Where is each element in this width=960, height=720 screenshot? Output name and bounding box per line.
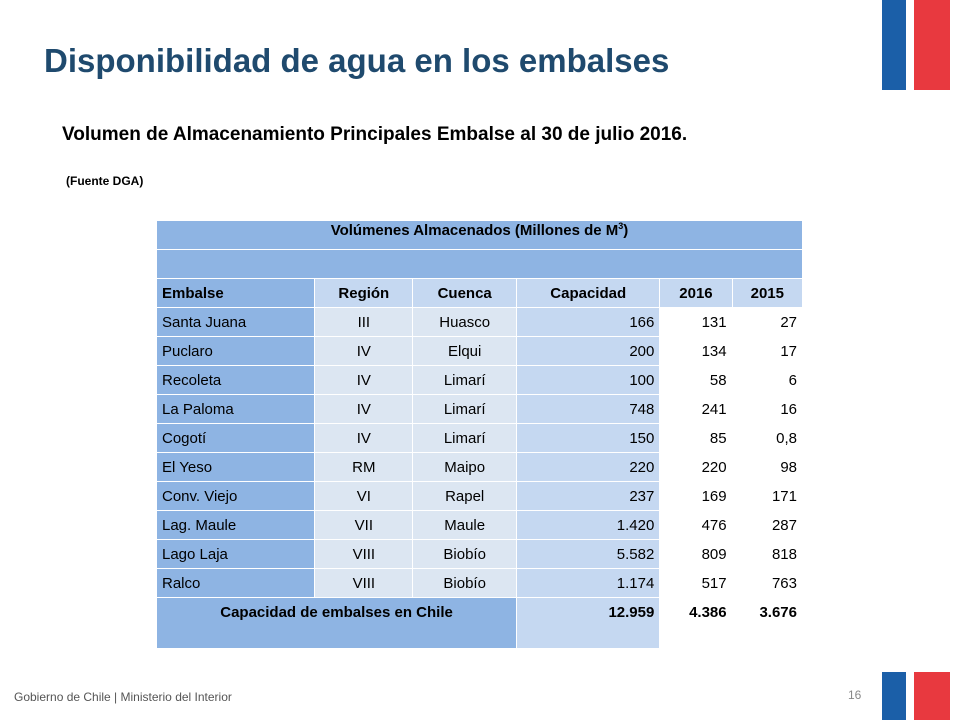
cell-region: VI [314,481,414,511]
table-header-text: Volúmenes Almacenados (Millones de M [330,222,619,239]
table-row: Lago Laja VIII Biobío 5.582 809 818 [155,539,804,569]
cell-embalse: Lag. Maule [155,510,316,540]
cell-cuenca: Maipo [412,452,518,482]
cell-region: IV [314,423,414,453]
col-header-embalse: Embalse [155,278,316,308]
cell-y2015: 17 [731,336,804,366]
total-2016: 4.386 [659,597,733,649]
total-row: Capacidad de embalses en Chile 12.959 4.… [155,597,804,649]
cell-y2015: 287 [731,510,804,540]
cell-cuenca: Limarí [412,423,518,453]
table-subtitle: Volumen de Almacenamiento Principales Em… [62,124,688,145]
cell-embalse: Ralco [155,568,316,598]
table-header-superscript: 3 [618,221,624,231]
col-header-2016: 2016 [659,278,733,308]
cell-y2015: 763 [731,568,804,598]
cell-y2016: 517 [659,568,733,598]
cell-y2015: 27 [731,307,804,337]
cell-embalse: Recoleta [155,365,316,395]
page-title: Disponibilidad de agua en los embalses [44,42,670,79]
cell-cuenca: Huasco [412,307,518,337]
table-row: La Paloma IV Limarí 748 241 16 [155,394,804,424]
cell-cuenca: Limarí [412,365,518,395]
col-header-capacidad: Capacidad [516,278,661,308]
table-header-close: ) [623,222,629,239]
cell-cuenca: Rapel [412,481,518,511]
col-header-2015: 2015 [731,278,804,308]
page-number: 16 [848,688,862,702]
cell-y2015: 6 [731,365,804,395]
cell-y2015: 0,8 [731,423,804,453]
cell-y2016: 220 [659,452,733,482]
cell-y2016: 131 [659,307,733,337]
table-row: Ralco VIII Biobío 1.174 517 763 [155,568,804,598]
table-row: Lag. Maule VII Maule 1.420 476 287 [155,510,804,540]
cell-y2016: 58 [659,365,733,395]
col-header-cuenca: Cuenca [412,278,518,308]
cell-region: IV [314,365,414,395]
table-row: Conv. Viejo VI Rapel 237 169 171 [155,481,804,511]
cell-embalse: Lago Laja [155,539,316,569]
cell-capacidad: 200 [516,336,661,366]
cell-y2015: 818 [731,539,804,569]
chile-flag-stripe-bottom [882,672,950,720]
reservoir-table: Volúmenes Almacenados (Millones de M3) E… [155,220,804,649]
cell-y2016: 241 [659,394,733,424]
cell-cuenca: Biobío [412,568,518,598]
table-header: Volúmenes Almacenados (Millones de M3) [156,220,803,250]
cell-y2016: 169 [659,481,733,511]
cell-capacidad: 237 [516,481,661,511]
cell-region: VII [314,510,414,540]
cell-region: IV [314,336,414,366]
table-header-spacer [156,249,803,279]
total-2015: 3.676 [731,597,804,649]
source-note: (Fuente DGA) [66,174,144,188]
chile-flag-stripe-top [882,0,950,90]
cell-capacidad: 1.174 [516,568,661,598]
cell-cuenca: Elqui [412,336,518,366]
cell-capacidad: 100 [516,365,661,395]
footer-text: Gobierno de Chile | Ministerio del Inter… [14,690,232,704]
cell-capacidad: 1.420 [516,510,661,540]
cell-capacidad: 220 [516,452,661,482]
total-label: Capacidad de embalses en Chile [155,597,518,649]
cell-capacidad: 748 [516,394,661,424]
cell-embalse: Puclaro [155,336,316,366]
table-row: Puclaro IV Elqui 200 134 17 [155,336,804,366]
col-header-region: Región [314,278,414,308]
cell-y2016: 134 [659,336,733,366]
cell-capacidad: 5.582 [516,539,661,569]
total-capacidad: 12.959 [516,597,661,649]
cell-cuenca: Maule [412,510,518,540]
cell-embalse: Cogotí [155,423,316,453]
cell-capacidad: 166 [516,307,661,337]
cell-y2015: 16 [731,394,804,424]
cell-region: III [314,307,414,337]
table-row: Santa Juana III Huasco 166 131 27 [155,307,804,337]
cell-region: VIII [314,568,414,598]
cell-cuenca: Limarí [412,394,518,424]
cell-embalse: Santa Juana [155,307,316,337]
table-row: Recoleta IV Limarí 100 58 6 [155,365,804,395]
cell-y2016: 809 [659,539,733,569]
cell-region: VIII [314,539,414,569]
cell-region: RM [314,452,414,482]
table-row: El Yeso RM Maipo 220 220 98 [155,452,804,482]
cell-y2015: 171 [731,481,804,511]
cell-embalse: Conv. Viejo [155,481,316,511]
cell-y2016: 476 [659,510,733,540]
cell-embalse: El Yeso [155,452,316,482]
cell-cuenca: Biobío [412,539,518,569]
table-row: Cogotí IV Limarí 150 85 0,8 [155,423,804,453]
cell-region: IV [314,394,414,424]
column-header-row: Embalse Región Cuenca Capacidad 2016 201… [155,278,804,308]
cell-y2016: 85 [659,423,733,453]
cell-y2015: 98 [731,452,804,482]
cell-embalse: La Paloma [155,394,316,424]
cell-capacidad: 150 [516,423,661,453]
